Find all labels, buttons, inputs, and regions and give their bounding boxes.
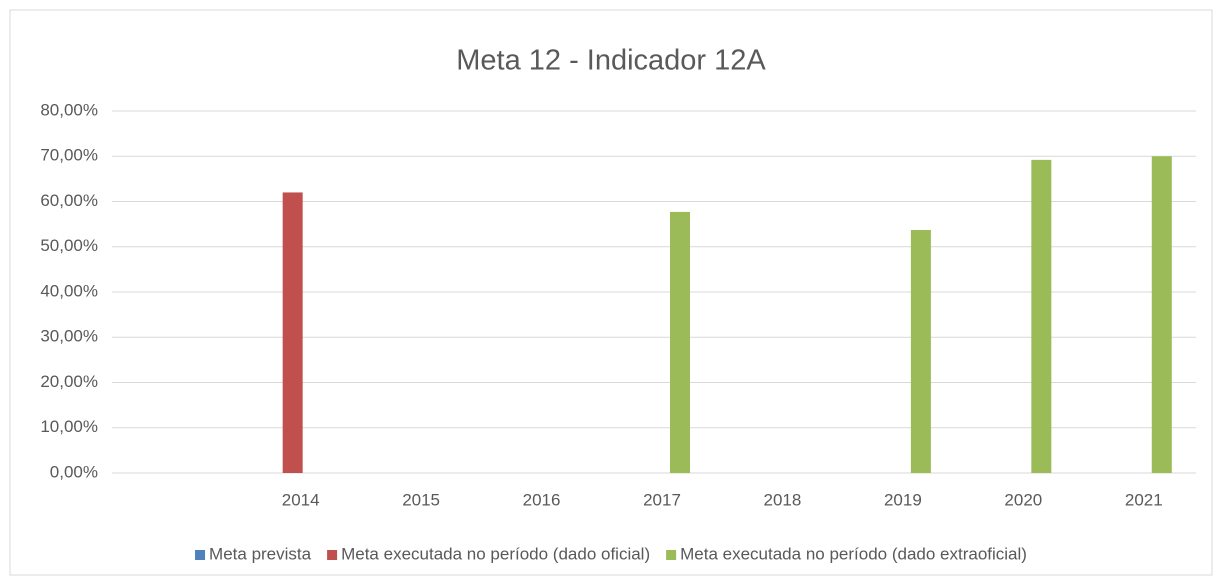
y-tick-label: 80,00% bbox=[40, 100, 98, 119]
legend-label: Meta executada no período (dado extraofi… bbox=[680, 544, 1027, 563]
x-tick-label: 2018 bbox=[764, 490, 802, 509]
legend-label: Meta prevista bbox=[209, 544, 312, 563]
y-tick-label: 30,00% bbox=[40, 327, 98, 346]
y-tick-label: 70,00% bbox=[40, 146, 98, 165]
x-tick-label: 2017 bbox=[643, 490, 681, 509]
bar bbox=[670, 211, 690, 473]
bar bbox=[910, 230, 931, 473]
x-tick-label: 2019 bbox=[884, 490, 922, 509]
y-tick-label: 50,00% bbox=[40, 236, 98, 255]
bar bbox=[1031, 159, 1052, 473]
y-tick-label: 10,00% bbox=[40, 417, 98, 436]
y-tick-label: 0,00% bbox=[50, 462, 98, 481]
legend-label: Meta executada no período (dado oficial) bbox=[341, 544, 650, 563]
x-tick-label: 2020 bbox=[1004, 490, 1042, 509]
x-tick-label: 2016 bbox=[523, 490, 561, 509]
legend-swatch bbox=[666, 550, 677, 560]
x-tick-label: 2014 bbox=[282, 490, 320, 509]
x-tick-label: 2015 bbox=[402, 490, 440, 509]
y-tick-label: 60,00% bbox=[40, 191, 98, 210]
y-tick-label: 40,00% bbox=[40, 281, 98, 300]
chart-title: Meta 12 - Indicador 12A bbox=[456, 45, 766, 77]
bar bbox=[1151, 156, 1172, 473]
legend-swatch bbox=[195, 550, 206, 560]
bar bbox=[282, 192, 303, 473]
x-tick-label: 2021 bbox=[1125, 490, 1163, 509]
legend-swatch bbox=[327, 550, 338, 560]
y-tick-label: 20,00% bbox=[40, 372, 98, 391]
